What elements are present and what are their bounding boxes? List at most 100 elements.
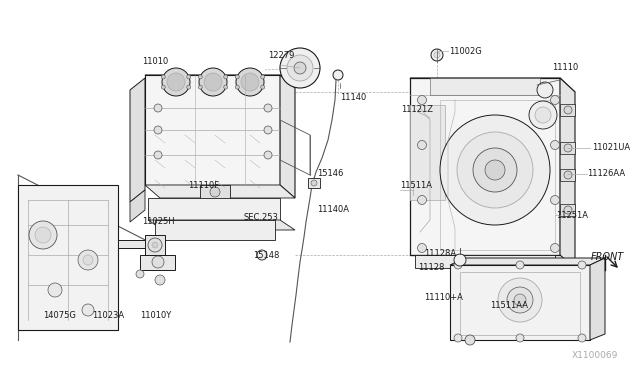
Circle shape <box>578 334 586 342</box>
Text: FRONT: FRONT <box>591 252 624 262</box>
Circle shape <box>465 335 475 345</box>
Text: 11025H: 11025H <box>141 218 174 227</box>
Circle shape <box>564 106 572 114</box>
Circle shape <box>260 75 265 79</box>
Circle shape <box>260 85 265 89</box>
Polygon shape <box>410 105 445 200</box>
Polygon shape <box>145 75 280 185</box>
Circle shape <box>161 85 165 89</box>
Circle shape <box>152 256 164 268</box>
Circle shape <box>152 242 158 248</box>
Polygon shape <box>410 78 560 255</box>
Circle shape <box>550 196 559 205</box>
Circle shape <box>136 270 144 278</box>
Circle shape <box>498 278 542 322</box>
Text: 11128A: 11128A <box>424 248 456 257</box>
Text: 11110F: 11110F <box>188 180 220 189</box>
Polygon shape <box>118 240 165 248</box>
Text: 11511A: 11511A <box>400 180 432 189</box>
Circle shape <box>236 85 239 89</box>
Polygon shape <box>145 235 165 255</box>
Polygon shape <box>145 185 295 198</box>
Circle shape <box>550 141 559 150</box>
Circle shape <box>224 75 228 79</box>
Text: 11126AA: 11126AA <box>587 170 625 179</box>
Circle shape <box>148 238 162 252</box>
Polygon shape <box>560 142 575 154</box>
Circle shape <box>516 261 524 269</box>
Circle shape <box>161 75 165 79</box>
Circle shape <box>204 73 222 91</box>
Circle shape <box>48 283 62 297</box>
Polygon shape <box>430 78 540 95</box>
Text: 11021UA: 11021UA <box>592 144 630 153</box>
Polygon shape <box>145 75 295 88</box>
Circle shape <box>280 48 320 88</box>
Circle shape <box>440 115 550 225</box>
Circle shape <box>154 104 162 112</box>
Polygon shape <box>140 255 175 270</box>
Circle shape <box>236 68 264 96</box>
Circle shape <box>485 160 505 180</box>
Text: 11002G: 11002G <box>449 48 482 57</box>
Circle shape <box>83 255 93 265</box>
Circle shape <box>224 85 228 89</box>
Polygon shape <box>450 258 605 265</box>
Circle shape <box>417 141 426 150</box>
Circle shape <box>431 49 443 61</box>
Circle shape <box>29 221 57 249</box>
Circle shape <box>417 96 426 105</box>
Circle shape <box>564 206 572 214</box>
Circle shape <box>241 73 259 91</box>
Circle shape <box>154 126 162 134</box>
Circle shape <box>564 144 572 152</box>
Text: 11023A: 11023A <box>92 311 124 320</box>
Circle shape <box>35 227 51 243</box>
Circle shape <box>516 334 524 342</box>
Polygon shape <box>148 198 280 220</box>
Text: 11140A: 11140A <box>317 205 349 215</box>
Circle shape <box>82 304 94 316</box>
Text: 11140: 11140 <box>340 93 366 102</box>
Polygon shape <box>560 169 575 181</box>
Circle shape <box>287 55 313 81</box>
Text: 11251A: 11251A <box>556 211 588 219</box>
Polygon shape <box>148 220 295 230</box>
Polygon shape <box>410 78 575 92</box>
Text: 11511AA: 11511AA <box>490 301 528 310</box>
Circle shape <box>155 275 165 285</box>
Polygon shape <box>590 258 605 340</box>
Polygon shape <box>560 104 575 116</box>
Text: 12279: 12279 <box>268 51 294 60</box>
Circle shape <box>434 52 440 58</box>
Polygon shape <box>280 75 295 198</box>
Circle shape <box>454 254 466 266</box>
Polygon shape <box>155 220 275 240</box>
Text: X1100069: X1100069 <box>572 350 618 359</box>
Polygon shape <box>200 185 230 200</box>
Text: 11110+A: 11110+A <box>424 292 463 301</box>
Circle shape <box>417 196 426 205</box>
Text: SEC.253: SEC.253 <box>243 214 278 222</box>
Text: 14075G: 14075G <box>44 311 76 320</box>
Circle shape <box>514 294 526 306</box>
Text: 11121Z: 11121Z <box>401 106 433 115</box>
Circle shape <box>473 148 517 192</box>
Polygon shape <box>450 265 590 340</box>
Circle shape <box>550 96 559 105</box>
Polygon shape <box>18 185 118 330</box>
Text: 11128: 11128 <box>418 263 444 273</box>
Circle shape <box>507 287 533 313</box>
Circle shape <box>167 73 185 91</box>
Circle shape <box>529 101 557 129</box>
Circle shape <box>264 151 272 159</box>
Polygon shape <box>308 178 320 188</box>
Circle shape <box>264 126 272 134</box>
Circle shape <box>154 151 162 159</box>
Circle shape <box>210 187 220 197</box>
Circle shape <box>417 244 426 253</box>
Polygon shape <box>560 204 575 216</box>
Circle shape <box>198 85 202 89</box>
Circle shape <box>199 68 227 96</box>
Circle shape <box>578 261 586 269</box>
